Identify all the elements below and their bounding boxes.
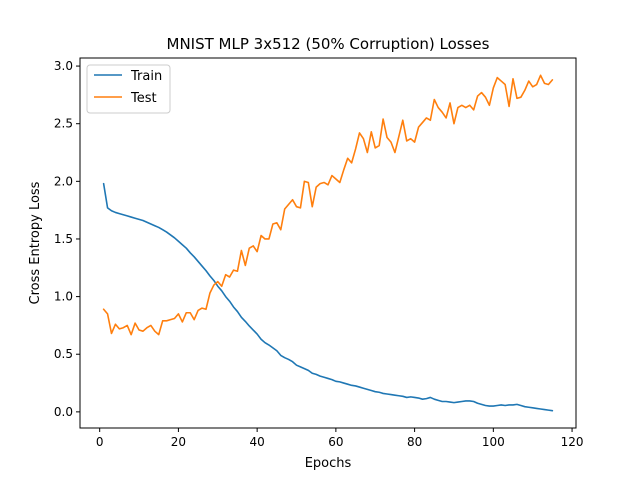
y-tick-label: 0.0 (54, 405, 73, 419)
y-axis: 0.0 0.5 1.0 1.5 2.0 2.5 3.0 (54, 59, 80, 419)
legend-box (86, 64, 171, 114)
x-tick-label: 60 (328, 435, 343, 449)
y-tick-label: 1.5 (54, 232, 73, 246)
x-tick-label: 100 (482, 435, 505, 449)
x-tick-label: 20 (171, 435, 186, 449)
y-tick-label: 1.0 (54, 290, 73, 304)
x-tick-label: 40 (250, 435, 265, 449)
plot-area (102, 74, 554, 412)
legend-label-train: Train (130, 69, 162, 84)
y-tick-label: 3.0 (54, 59, 73, 73)
chart-title: MNIST MLP 3x512 (50% Corruption) Losses (167, 35, 490, 53)
x-axis-label: Epochs (305, 456, 352, 471)
y-tick-label: 0.5 (54, 347, 73, 361)
legend-label-test: Test (130, 91, 157, 106)
x-tick-label: 120 (561, 435, 584, 449)
series-line-test (102, 74, 554, 336)
series-line-train (102, 182, 554, 412)
y-tick-label: 2.5 (54, 117, 73, 131)
x-axis: 0 20 40 60 80 100 120 (96, 428, 584, 449)
x-tick-label: 80 (407, 435, 422, 449)
y-tick-label: 2.0 (54, 174, 73, 188)
x-tick-label: 0 (96, 435, 104, 449)
legend: Train Test (86, 64, 171, 114)
axes-frame (79, 57, 577, 429)
y-axis-label: Cross Entropy Loss (28, 181, 43, 304)
